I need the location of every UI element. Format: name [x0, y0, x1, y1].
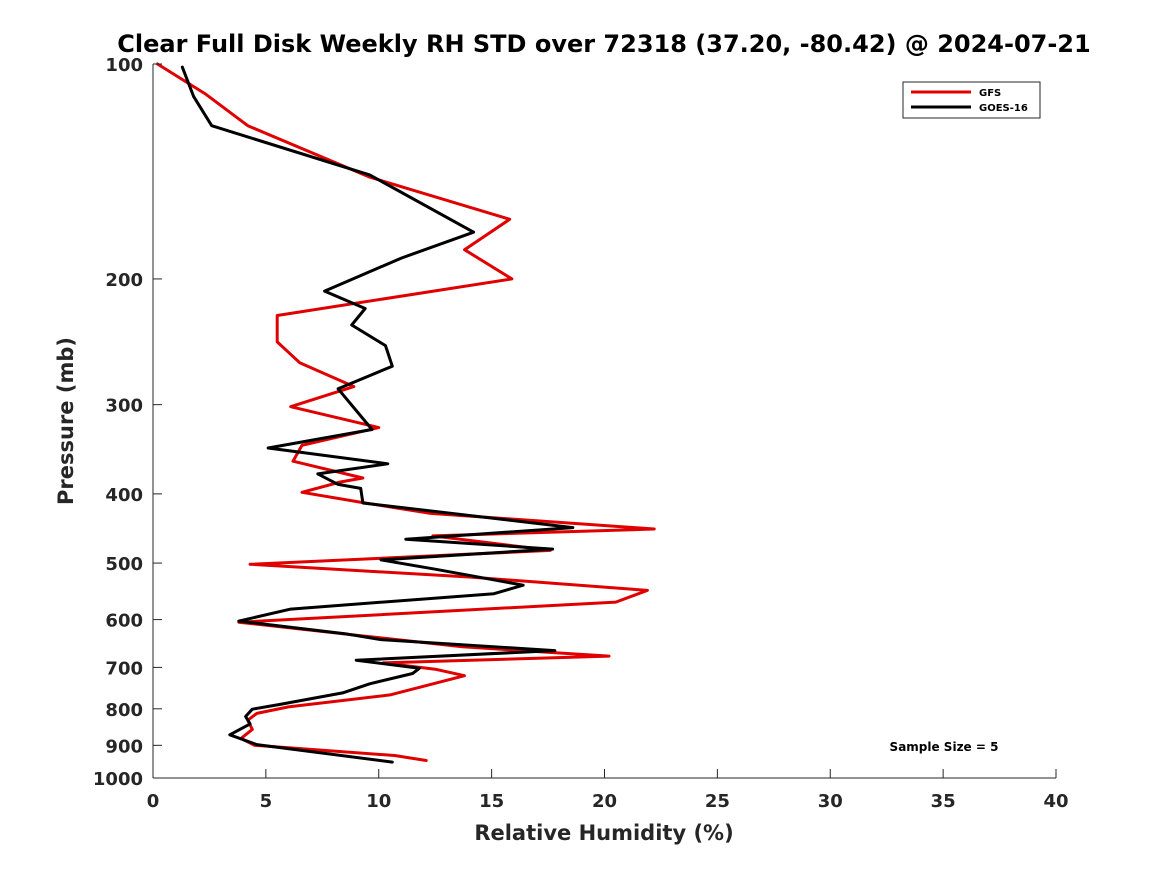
series-layer [156, 62, 656, 764]
y-tick-label: 500 [105, 554, 143, 575]
y-tick-label: 900 [105, 736, 143, 757]
y-tick-label: 200 [105, 270, 143, 291]
legend-entry-label: GFS [979, 88, 1001, 99]
y-tick-label: 300 [105, 396, 143, 417]
x-tick-label: 40 [1043, 791, 1068, 812]
plot-area [153, 64, 1056, 778]
x-tick-label: 20 [592, 791, 617, 812]
legend-entry-label: GOES-16 [979, 103, 1028, 114]
y-tick-label: 700 [105, 658, 143, 679]
x-tick-label: 10 [366, 791, 391, 812]
chart-title: Clear Full Disk Weekly RH STD over 72318… [117, 30, 1090, 58]
x-tick-label: 0 [147, 791, 160, 812]
axes-layer: 0 5 10 15 20 25 30 35 40 100 200 300 400 500 600 700 800… [93, 55, 1069, 812]
x-tick-label: 5 [260, 791, 273, 812]
y-axis-label: Pressure (mb) [54, 337, 78, 505]
legend: GFS GOES-16 [902, 81, 1041, 119]
x-axis-label: Relative Humidity (%) [474, 821, 733, 845]
x-tick-label: 25 [705, 791, 730, 812]
y-tick-label: 600 [105, 611, 143, 632]
x-tick-label: 35 [931, 791, 956, 812]
plot-background [153, 64, 1056, 778]
y-tick-label: 800 [105, 700, 143, 721]
y-tick-label: 1000 [93, 769, 143, 790]
series-line-goes-16 [180, 65, 575, 764]
x-tick-label: 15 [479, 791, 504, 812]
y-tick-label: 100 [105, 55, 143, 76]
x-tick-label: 30 [818, 791, 843, 812]
legend-box [902, 81, 1041, 119]
y-tick-label: 400 [105, 485, 143, 506]
sample-size-annotation: Sample Size = 5 [890, 740, 999, 754]
